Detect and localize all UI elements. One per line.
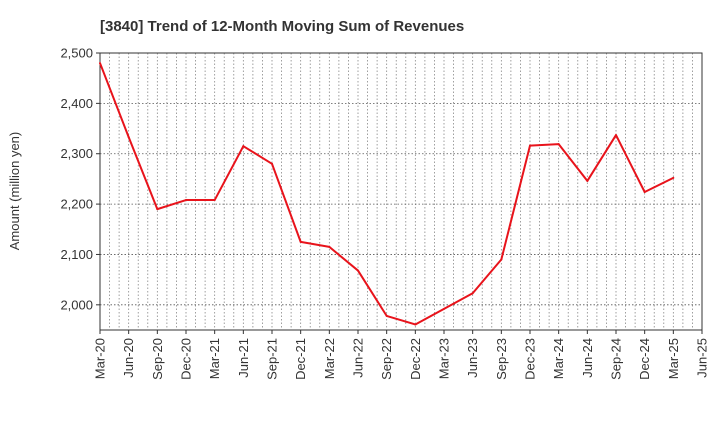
series-group (99, 62, 675, 326)
data-point (615, 134, 617, 137)
x-tick-label: Sep-20 (150, 338, 165, 380)
x-tick-label: Dec-20 (179, 338, 194, 380)
y-tick-label: 2,500 (60, 46, 93, 61)
x-tick-label: Dec-24 (637, 338, 652, 380)
y-tick-label: 2,000 (60, 297, 93, 312)
x-tick-label: Dec-21 (293, 338, 308, 380)
data-point (643, 191, 646, 194)
x-tick-label: Mar-22 (322, 338, 337, 379)
data-point (557, 143, 560, 146)
x-tick-label: Jun-24 (580, 338, 595, 378)
x-tick-label: Jun-22 (351, 338, 366, 378)
x-tick-label: Mar-23 (437, 338, 452, 379)
data-point (185, 199, 187, 202)
x-tick-label: Jun-23 (465, 338, 480, 378)
grid-lines (100, 53, 702, 330)
data-point (127, 136, 130, 139)
data-point (385, 314, 388, 317)
y-tick-label: 2,200 (60, 197, 93, 212)
x-tick-label: Mar-20 (93, 338, 108, 379)
x-tick-label: Jun-21 (236, 338, 251, 378)
data-point (271, 162, 273, 165)
data-point (299, 240, 302, 243)
chart-title: [3840] Trend of 12-Month Moving Sum of R… (100, 18, 464, 35)
data-point (529, 144, 531, 147)
data-point (99, 62, 101, 65)
x-tick-label: Sep-21 (265, 338, 280, 380)
x-tick-label: Mar-25 (666, 338, 681, 379)
x-tick-label: Dec-22 (408, 338, 423, 380)
x-tick-label: Sep-24 (609, 338, 624, 380)
data-point (586, 179, 589, 182)
data-point (471, 292, 474, 295)
x-tick-label: Sep-22 (379, 338, 394, 380)
x-tick-label: Sep-23 (494, 338, 509, 380)
x-tick-label: Mar-21 (207, 338, 222, 379)
y-axis-label: Amount (million yen) (7, 132, 22, 251)
data-point (156, 208, 159, 211)
x-tick-label: Mar-24 (551, 338, 566, 379)
y-tick-label: 2,300 (60, 146, 93, 161)
data-point (213, 199, 216, 202)
y-tick-label: 2,400 (60, 96, 93, 111)
y-tick-label: 2,100 (60, 247, 93, 262)
data-point (672, 176, 675, 179)
x-tick-label: Dec-23 (523, 338, 538, 380)
x-tick-label: Jun-20 (121, 338, 136, 378)
x-axis: Mar-20 Jun-20 Sep-20 Dec-20 Mar-21 Jun-21 Sep-… (93, 330, 710, 380)
data-point (443, 307, 445, 310)
data-point (414, 323, 417, 326)
x-tick-label: Jun-25 (695, 338, 710, 378)
data-point (357, 269, 359, 272)
data-point (328, 245, 331, 248)
y-axis: 2,000 2,100 2,200 2,300 2,400 2,500 (60, 46, 100, 312)
data-point (242, 145, 245, 148)
data-point (500, 258, 503, 261)
plot-area-border (99, 52, 703, 331)
